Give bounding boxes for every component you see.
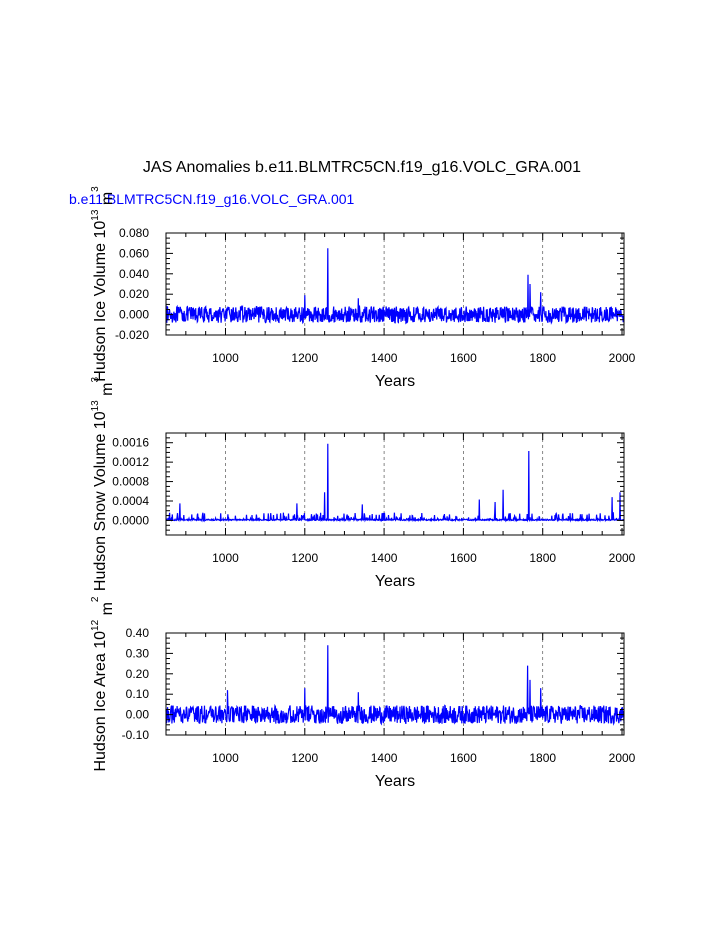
y-tick-label: 0.0004 bbox=[112, 494, 149, 508]
y-tick-label: 0.0016 bbox=[112, 436, 149, 450]
x-tick-label: 1200 bbox=[291, 751, 318, 765]
x-axis-label: Years bbox=[375, 373, 415, 390]
x-tick-label: 1400 bbox=[371, 351, 398, 365]
chart-title: JAS Anomalies b.e11.BLMTRC5CN.f19_g16.VO… bbox=[143, 159, 581, 176]
series-line-ice-area bbox=[165, 645, 625, 726]
y-axis-label: Hudson Ice Area 1012 m2 bbox=[90, 596, 116, 771]
x-tick-label: 2000 bbox=[609, 551, 636, 565]
y-tick-label: -0.10 bbox=[122, 728, 150, 742]
y-axis-label: Hudson Ice Volume 1013 m3 bbox=[90, 186, 116, 382]
plot-frame bbox=[165, 432, 625, 536]
x-tick-label: 1400 bbox=[371, 751, 398, 765]
y-tick-label: 0.10 bbox=[126, 687, 150, 701]
x-tick-label: 1200 bbox=[291, 351, 318, 365]
y-tick-label: 0.020 bbox=[119, 287, 149, 301]
panel-ice-area: 1000 1200 1400 1600 1800 2000 -0.10 0.00 0.10 0.2… bbox=[90, 596, 636, 790]
y-tick-label: 0.40 bbox=[126, 626, 150, 640]
x-tick-label: 1000 bbox=[212, 351, 239, 365]
x-tick-label: 1200 bbox=[291, 551, 318, 565]
y-tick-label: 0.0012 bbox=[112, 455, 149, 469]
y-tick-label: -0.020 bbox=[115, 328, 149, 342]
y-tick-label: 0.20 bbox=[126, 667, 150, 681]
x-tick-label: 1800 bbox=[529, 551, 556, 565]
y-tick-label: 0.00 bbox=[126, 708, 150, 722]
x-tick-label: 2000 bbox=[609, 751, 636, 765]
y-tick-label: 0.060 bbox=[119, 246, 149, 260]
x-tick-label: 1800 bbox=[529, 351, 556, 365]
y-tick-label: 0.000 bbox=[119, 308, 149, 322]
panel-ice-volume: 1000 1200 1400 1600 1800 2000 -0.020 0.000 0.020… bbox=[90, 186, 636, 390]
x-tick-label: 1600 bbox=[450, 751, 477, 765]
x-tick-label: 1600 bbox=[450, 351, 477, 365]
panel-snow-volume: 1000 1200 1400 1600 1800 2000 0.0000 0.0004 0.00… bbox=[90, 376, 636, 591]
y-axis-label: Hudson Snow Volume 1013 m3 bbox=[90, 376, 116, 591]
x-tick-label: 1400 bbox=[371, 551, 398, 565]
x-axis-label: Years bbox=[375, 773, 415, 790]
y-tick-label: 0.30 bbox=[126, 646, 150, 660]
x-tick-label: 1000 bbox=[212, 751, 239, 765]
series-line-snow-volume bbox=[165, 443, 625, 523]
x-tick-label: 1800 bbox=[529, 751, 556, 765]
chart-subtitle: b.e11.BLMTRC5CN.f19_g16.VOLC_GRA.001 bbox=[69, 191, 355, 207]
x-tick-label: 2000 bbox=[609, 351, 636, 365]
y-tick-label: 0.0008 bbox=[112, 475, 149, 489]
y-tick-label: 0.0000 bbox=[112, 513, 149, 527]
y-tick-label: 0.080 bbox=[119, 226, 149, 240]
series-line-ice-volume bbox=[165, 248, 625, 325]
x-axis-label: Years bbox=[375, 573, 415, 590]
y-tick-label: 0.040 bbox=[119, 267, 149, 281]
x-tick-label: 1600 bbox=[450, 551, 477, 565]
x-tick-label: 1000 bbox=[212, 551, 239, 565]
